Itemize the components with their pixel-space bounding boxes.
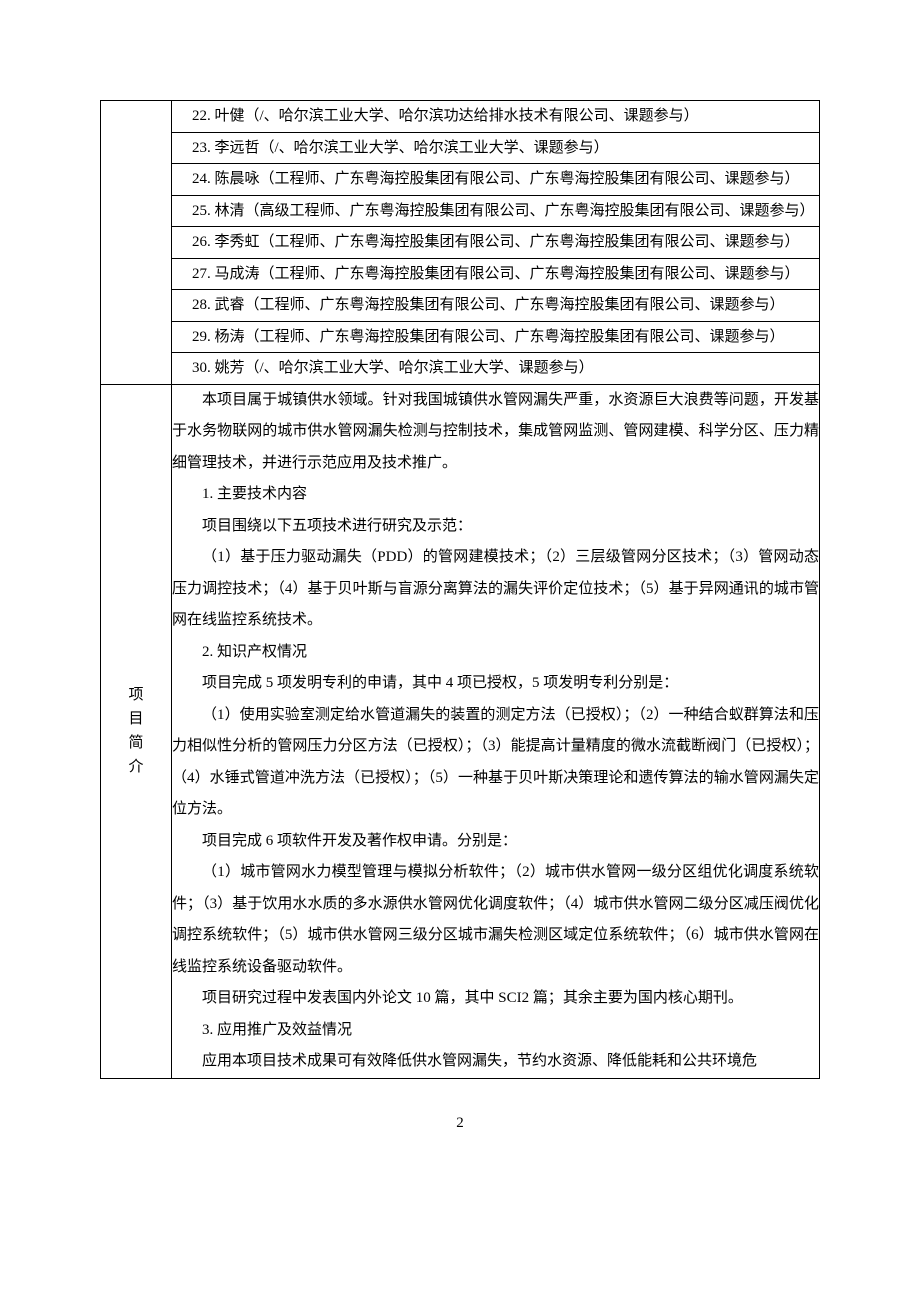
summary-paragraph: 项目研究过程中发表国内外论文 10 篇，其中 SCI2 篇；其余主要为国内核心期… bbox=[172, 983, 819, 1015]
persons-cell: 22. 叶健（/、哈尔滨工业大学、哈尔滨功达给排水技术有限公司、课题参与） 23… bbox=[172, 101, 820, 385]
summary-header-char: 项 bbox=[101, 683, 171, 707]
summary-paragraph: 应用本项目技术成果可有效降低供水管网漏失，节约水资源、降低能耗和公共环境危 bbox=[172, 1046, 819, 1078]
summary-header-char: 目 bbox=[101, 707, 171, 731]
person-entry: 29. 杨涛（工程师、广东粤海控股集团有限公司、广东粤海控股集团有限公司、课题参… bbox=[172, 321, 819, 353]
persons-row-header bbox=[101, 101, 172, 385]
page-number: 2 bbox=[100, 1109, 820, 1138]
summary-paragraph: 项目完成 6 项软件开发及著作权申请。分别是： bbox=[172, 826, 819, 858]
summary-paragraph: 本项目属于城镇供水领域。针对我国城镇供水管网漏失严重，水资源巨大浪费等问题，开发… bbox=[172, 385, 819, 480]
summary-paragraph: 项目围绕以下五项技术进行研究及示范： bbox=[172, 511, 819, 543]
summary-header-char: 介 bbox=[101, 755, 171, 779]
person-row: 30. 姚芳（/、哈尔滨工业大学、哈尔滨工业大学、课题参与） bbox=[172, 353, 819, 384]
main-table: 22. 叶健（/、哈尔滨工业大学、哈尔滨功达给排水技术有限公司、课题参与） 23… bbox=[100, 100, 820, 1079]
person-row: 25. 林清（高级工程师、广东粤海控股集团有限公司、广东粤海控股集团有限公司、课… bbox=[172, 195, 819, 227]
person-entry: 25. 林清（高级工程师、广东粤海控股集团有限公司、广东粤海控股集团有限公司、课… bbox=[172, 195, 819, 227]
person-entry: 23. 李远哲（/、哈尔滨工业大学、哈尔滨工业大学、课题参与） bbox=[172, 132, 819, 164]
person-row: 29. 杨涛（工程师、广东粤海控股集团有限公司、广东粤海控股集团有限公司、课题参… bbox=[172, 321, 819, 353]
person-entry: 27. 马成涛（工程师、广东粤海控股集团有限公司、广东粤海控股集团有限公司、课题… bbox=[172, 258, 819, 290]
persons-row: 22. 叶健（/、哈尔滨工业大学、哈尔滨功达给排水技术有限公司、课题参与） 23… bbox=[101, 101, 820, 385]
summary-section-head: 1. 主要技术内容 bbox=[172, 479, 819, 511]
person-entry: 24. 陈晨咏（工程师、广东粤海控股集团有限公司、广东粤海控股集团有限公司、课题… bbox=[172, 164, 819, 196]
summary-cell: 本项目属于城镇供水领域。针对我国城镇供水管网漏失严重，水资源巨大浪费等问题，开发… bbox=[172, 384, 820, 1078]
person-entry: 30. 姚芳（/、哈尔滨工业大学、哈尔滨工业大学、课题参与） bbox=[172, 353, 819, 384]
summary-paragraph: （1）使用实验室测定给水管道漏失的装置的测定方法（已授权）；（2）一种结合蚁群算… bbox=[172, 700, 819, 826]
person-entry: 22. 叶健（/、哈尔滨工业大学、哈尔滨功达给排水技术有限公司、课题参与） bbox=[172, 101, 819, 132]
summary-row-header: 项 目 简 介 bbox=[101, 384, 172, 1078]
person-row: 28. 武睿（工程师、广东粤海控股集团有限公司、广东粤海控股集团有限公司、课题参… bbox=[172, 290, 819, 322]
person-entry: 28. 武睿（工程师、广东粤海控股集团有限公司、广东粤海控股集团有限公司、课题参… bbox=[172, 290, 819, 322]
summary-row: 项 目 简 介 本项目属于城镇供水领域。针对我国城镇供水管网漏失严重，水资源巨大… bbox=[101, 384, 820, 1078]
summary-header-char: 简 bbox=[101, 731, 171, 755]
summary-paragraph: （1）基于压力驱动漏失（PDD）的管网建模技术；（2）三层级管网分区技术；（3）… bbox=[172, 542, 819, 637]
person-row: 23. 李远哲（/、哈尔滨工业大学、哈尔滨工业大学、课题参与） bbox=[172, 132, 819, 164]
document-page: 22. 叶健（/、哈尔滨工业大学、哈尔滨功达给排水技术有限公司、课题参与） 23… bbox=[0, 0, 920, 1302]
summary-section-head: 3. 应用推广及效益情况 bbox=[172, 1015, 819, 1047]
person-row: 27. 马成涛（工程师、广东粤海控股集团有限公司、广东粤海控股集团有限公司、课题… bbox=[172, 258, 819, 290]
person-row: 24. 陈晨咏（工程师、广东粤海控股集团有限公司、广东粤海控股集团有限公司、课题… bbox=[172, 164, 819, 196]
summary-paragraph: （1）城市管网水力模型管理与模拟分析软件；（2）城市供水管网一级分区组优化调度系… bbox=[172, 857, 819, 983]
person-entry: 26. 李秀虹（工程师、广东粤海控股集团有限公司、广东粤海控股集团有限公司、课题… bbox=[172, 227, 819, 259]
summary-paragraph: 项目完成 5 项发明专利的申请，其中 4 项已授权，5 项发明专利分别是： bbox=[172, 668, 819, 700]
persons-inner-table: 22. 叶健（/、哈尔滨工业大学、哈尔滨功达给排水技术有限公司、课题参与） 23… bbox=[172, 101, 819, 384]
person-row: 26. 李秀虹（工程师、广东粤海控股集团有限公司、广东粤海控股集团有限公司、课题… bbox=[172, 227, 819, 259]
person-row: 22. 叶健（/、哈尔滨工业大学、哈尔滨功达给排水技术有限公司、课题参与） bbox=[172, 101, 819, 132]
summary-section-head: 2. 知识产权情况 bbox=[172, 637, 819, 669]
